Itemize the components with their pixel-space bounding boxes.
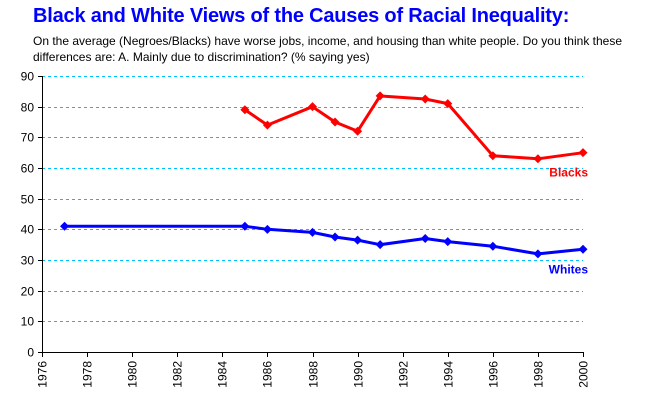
- data-point: [578, 148, 588, 158]
- x-tick-label: 1986: [261, 361, 275, 388]
- y-tick-label: 0: [27, 346, 34, 360]
- y-tick-label: 30: [21, 254, 35, 268]
- series-line: [64, 224, 584, 256]
- data-point: [353, 235, 363, 245]
- data-point: [240, 105, 250, 115]
- x-tick-label: 1998: [532, 361, 546, 388]
- data-point: [262, 120, 272, 130]
- series-line: [244, 94, 584, 161]
- x-tick-label: 1992: [397, 361, 411, 388]
- data-point: [443, 237, 453, 247]
- y-tick-label: 40: [21, 223, 35, 237]
- y-tick-label: 70: [21, 131, 35, 145]
- data-point: [420, 234, 430, 244]
- x-tick-label: 1994: [442, 361, 456, 388]
- series-label: Whites: [549, 262, 589, 276]
- series-group: Blacks Whites: [60, 91, 588, 276]
- x-tick-label: 1982: [171, 361, 185, 388]
- y-tick-label: 90: [21, 70, 35, 84]
- x-tick-label: 1984: [216, 361, 230, 388]
- data-point: [420, 94, 430, 104]
- series-label: Blacks: [549, 166, 588, 180]
- data-point: [488, 151, 498, 161]
- data-point: [488, 241, 498, 251]
- data-point: [443, 99, 453, 109]
- y-tick-label: 10: [21, 315, 35, 329]
- x-tick-label: 1996: [487, 361, 501, 388]
- data-point: [240, 221, 250, 231]
- data-point: [330, 232, 340, 242]
- series-blacks: Blacks: [240, 91, 588, 180]
- y-tick-label: 20: [21, 285, 35, 299]
- data-point: [60, 221, 70, 231]
- data-point: [330, 117, 340, 127]
- data-point: [353, 126, 363, 136]
- data-point: [375, 91, 385, 101]
- data-point: [308, 102, 317, 112]
- chart-subtitle: On the average (Negroes/Blacks) have wor…: [33, 34, 623, 64]
- series-whites: Whites: [60, 221, 589, 276]
- data-point: [578, 244, 588, 254]
- chart-title: Black and White Views of the Causes of R…: [33, 5, 570, 27]
- y-tick-label: 60: [21, 162, 35, 176]
- y-tick-label: 50: [21, 193, 35, 207]
- x-tick-label: 1980: [126, 361, 140, 388]
- data-point: [533, 154, 543, 164]
- x-tick-label: 1988: [307, 361, 321, 388]
- x-tick-label: 1978: [81, 361, 95, 388]
- y-tick-label: 80: [21, 101, 35, 115]
- data-point: [375, 240, 385, 250]
- data-point: [308, 227, 317, 237]
- x-tick-label: 1990: [352, 361, 366, 388]
- data-point: [533, 249, 543, 259]
- x-tick-label: 2000: [577, 361, 591, 388]
- x-axis-ticks: 1976 1978 1980 1982 1984 1986 1988 1990 1992 1994…: [36, 352, 591, 388]
- data-point: [262, 224, 272, 234]
- gridlines: [42, 76, 583, 322]
- axes: [42, 76, 584, 353]
- y-axis-ticks: 0 10 20 30 40 50 60 70 80 90: [21, 70, 42, 360]
- x-tick-label: 1976: [36, 361, 50, 388]
